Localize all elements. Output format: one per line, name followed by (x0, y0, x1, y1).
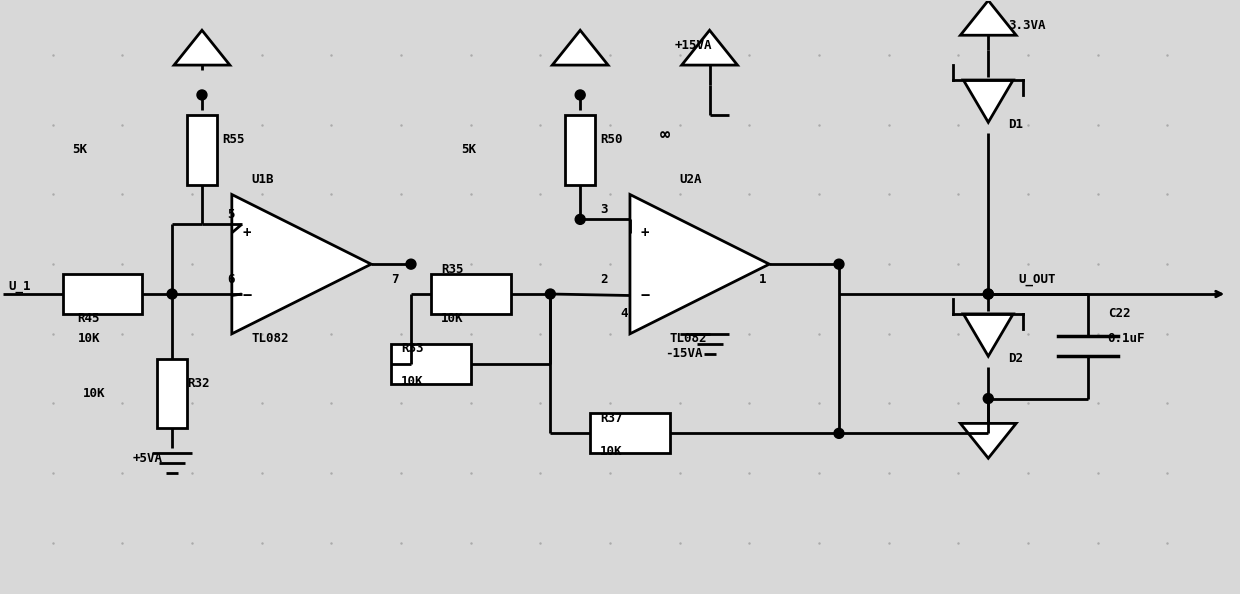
Text: R45: R45 (78, 312, 100, 326)
Text: 2: 2 (600, 273, 608, 286)
Bar (62, 274, 143, 314)
Circle shape (983, 289, 993, 299)
Circle shape (835, 428, 844, 438)
Circle shape (983, 394, 993, 403)
Text: U1B: U1B (252, 173, 274, 186)
Bar (391, 344, 471, 384)
Text: −: − (242, 288, 252, 303)
Text: 3: 3 (600, 203, 608, 216)
Text: U_1: U_1 (7, 280, 30, 293)
Text: D2: D2 (1008, 352, 1023, 365)
Polygon shape (682, 30, 738, 65)
Text: R55: R55 (222, 133, 244, 146)
Text: D1: D1 (1008, 118, 1023, 131)
Circle shape (197, 90, 207, 100)
Bar (157, 359, 187, 428)
Text: 10K: 10K (78, 332, 100, 345)
Text: 7: 7 (391, 273, 398, 286)
Circle shape (405, 259, 415, 269)
Polygon shape (174, 30, 229, 65)
Text: TL082: TL082 (670, 332, 707, 345)
Circle shape (575, 90, 585, 100)
Text: 10K: 10K (600, 445, 622, 458)
Text: 10K: 10K (401, 375, 424, 388)
Polygon shape (552, 30, 608, 65)
Text: 10K: 10K (441, 312, 464, 326)
Text: 1: 1 (759, 273, 766, 286)
Polygon shape (961, 424, 1016, 458)
Polygon shape (963, 314, 1013, 356)
Text: +: + (243, 226, 250, 240)
Text: R37: R37 (600, 412, 622, 425)
Text: 10K: 10K (83, 387, 105, 400)
Text: 0.1uF: 0.1uF (1107, 332, 1146, 345)
Circle shape (167, 289, 177, 299)
Polygon shape (232, 194, 371, 334)
Text: TL082: TL082 (252, 332, 289, 345)
Text: R33: R33 (401, 342, 424, 355)
Text: 5K: 5K (73, 143, 88, 156)
Bar (590, 413, 670, 453)
Text: 5: 5 (227, 208, 234, 221)
Text: +15VA: +15VA (675, 39, 712, 52)
Circle shape (835, 259, 844, 269)
Circle shape (575, 214, 585, 225)
Text: 5K: 5K (461, 143, 476, 156)
Text: R50: R50 (600, 133, 622, 146)
Bar (565, 115, 595, 185)
Bar (430, 274, 511, 314)
Text: 4: 4 (620, 308, 627, 320)
Polygon shape (630, 194, 769, 334)
Text: R32: R32 (187, 377, 210, 390)
Text: +: + (641, 226, 649, 240)
Circle shape (983, 289, 993, 299)
Text: −: − (640, 288, 650, 303)
Bar (187, 115, 217, 185)
Polygon shape (963, 80, 1013, 122)
Circle shape (546, 289, 556, 299)
Polygon shape (961, 1, 1016, 35)
Text: U_OUT: U_OUT (1018, 273, 1055, 286)
Text: R35: R35 (441, 263, 464, 276)
Text: 6: 6 (227, 273, 234, 286)
Text: U2A: U2A (680, 173, 702, 186)
Text: +5VA: +5VA (133, 452, 162, 465)
Text: 3.3VA: 3.3VA (1008, 19, 1045, 31)
Text: -15VA: -15VA (665, 347, 702, 360)
Text: C22: C22 (1107, 308, 1130, 320)
Text: ∞: ∞ (660, 126, 670, 144)
